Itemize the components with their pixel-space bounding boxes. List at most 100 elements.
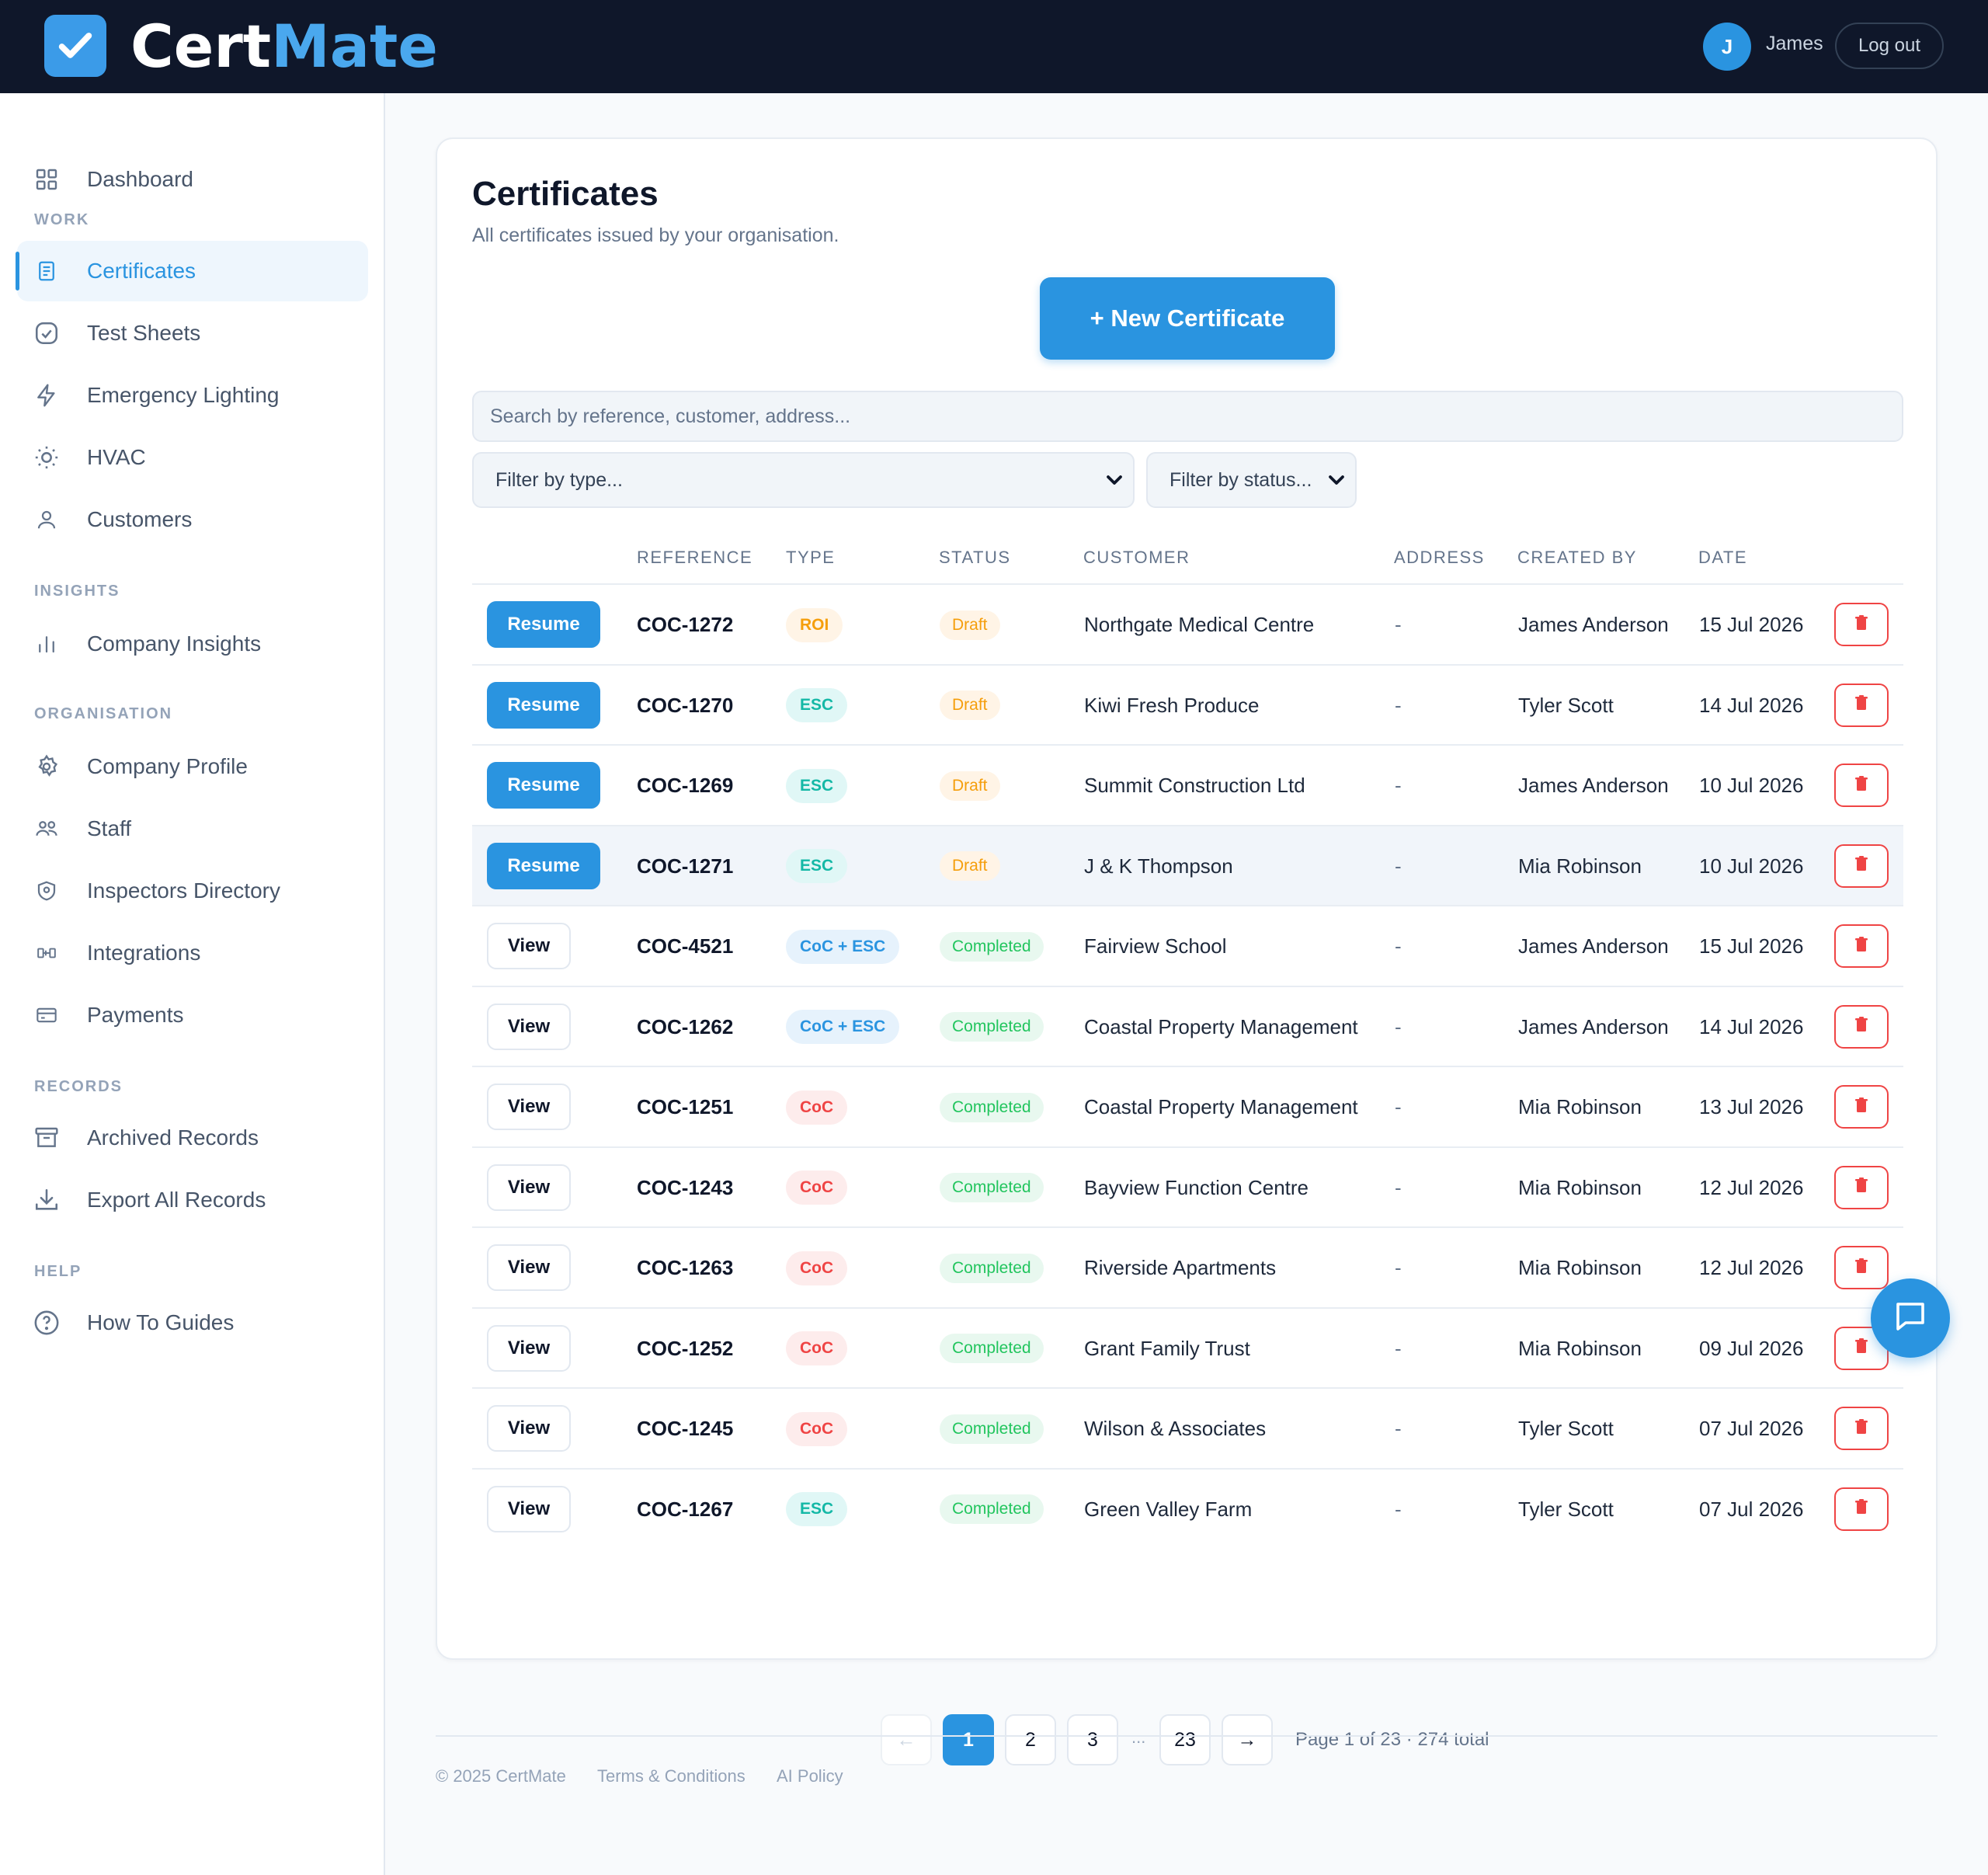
view-button[interactable]: View <box>487 1405 571 1452</box>
sidebar-item-integrations[interactable]: Integrations <box>17 923 368 983</box>
table-row[interactable]: View COC-1245 CoC Completed Wilson & Ass… <box>472 1387 1903 1467</box>
table-row[interactable]: View COC-1252 CoC Completed Grant Family… <box>472 1306 1903 1387</box>
delete-button[interactable] <box>1834 1487 1889 1531</box>
footer-terms-link[interactable]: Terms & Conditions <box>597 1766 746 1786</box>
column-header-date[interactable]: DATE <box>1698 548 1748 567</box>
sidebar-item-how-to-guides[interactable]: How To Guides <box>17 1292 368 1353</box>
sidebar-item-company-insights[interactable]: Company Insights <box>17 614 368 674</box>
column-header-address[interactable]: ADDRESS <box>1394 548 1485 567</box>
column-header-created-by[interactable]: CREATED BY <box>1517 548 1637 567</box>
avatar[interactable]: J <box>1703 23 1751 71</box>
users-icon <box>33 815 61 843</box>
delete-button[interactable] <box>1834 1246 1889 1289</box>
new-certificate-button[interactable]: + New Certificate <box>1040 277 1335 360</box>
table-row[interactable]: View COC-1243 CoC Completed Bayview Func… <box>472 1146 1903 1226</box>
pagination-page-1[interactable]: 1 <box>943 1714 994 1765</box>
sidebar-item-staff[interactable]: Staff <box>17 798 368 859</box>
column-header-type[interactable]: TYPE <box>786 548 836 567</box>
column-header-customer[interactable]: CUSTOMER <box>1083 548 1190 567</box>
view-button[interactable]: View <box>487 1244 571 1291</box>
status-badge: Draft <box>940 610 1000 640</box>
resume-button[interactable]: Resume <box>487 762 600 809</box>
pagination-page-last[interactable]: 23 <box>1159 1714 1211 1765</box>
delete-button[interactable] <box>1834 1004 1889 1049</box>
view-button[interactable]: View <box>487 1084 571 1130</box>
pagination-page-3[interactable]: 3 <box>1067 1714 1118 1765</box>
created-by-cell: James Anderson <box>1518 613 1669 636</box>
status-badge: Draft <box>940 851 1000 881</box>
pagination-prev-button[interactable]: ← <box>881 1714 932 1765</box>
chat-bubble-icon <box>1892 1298 1929 1339</box>
table-row[interactable]: View COC-1267 ESC Completed Green Valley… <box>472 1467 1903 1548</box>
reference-cell: COC-4521 <box>637 934 734 958</box>
status-badge: Completed <box>940 1092 1044 1122</box>
trash-icon <box>1855 614 1868 635</box>
table-row[interactable]: View COC-1251 CoC Completed Coastal Prop… <box>472 1066 1903 1146</box>
customer-cell: Summit Construction Ltd <box>1084 774 1305 797</box>
column-header-status[interactable]: STATUS <box>939 548 1011 567</box>
created-by-cell: Mia Robinson <box>1518 1175 1642 1199</box>
delete-button[interactable] <box>1834 924 1889 968</box>
table-row[interactable]: Resume COC-1272 ROI Draft Northgate Medi… <box>472 583 1903 663</box>
sidebar-item-archived-records[interactable]: Archived Records <box>17 1108 368 1168</box>
sidebar-item-emergency-lighting[interactable]: Emergency Lighting <box>17 365 368 426</box>
brand-name[interactable]: CertMate <box>130 9 438 84</box>
table-row[interactable]: Resume COC-1269 ESC Draft Summit Constru… <box>472 744 1903 824</box>
table-row[interactable]: Resume COC-1270 ESC Draft Kiwi Fresh Pro… <box>472 663 1903 746</box>
table-row[interactable]: View COC-1262 CoC + ESC Completed Coasta… <box>472 985 1903 1067</box>
resume-button[interactable]: Resume <box>487 842 600 889</box>
status-cell: Completed <box>940 1389 1044 1469</box>
delete-button[interactable] <box>1834 844 1889 888</box>
page-title: Certificates <box>472 175 659 213</box>
table-row[interactable]: View COC-4521 CoC + ESC Completed Fairvi… <box>472 905 1903 985</box>
type-cell: ESC <box>786 666 848 746</box>
sidebar-item-company-profile[interactable]: Company Profile <box>17 736 368 797</box>
view-button[interactable]: View <box>487 1324 571 1372</box>
sidebar-item-export-all-records[interactable]: Export All Records <box>17 1170 368 1230</box>
delete-button[interactable] <box>1834 764 1889 807</box>
view-button[interactable]: View <box>487 1164 571 1211</box>
delete-button[interactable] <box>1834 683 1889 727</box>
resume-button[interactable]: Resume <box>487 681 600 729</box>
delete-button[interactable] <box>1834 1165 1889 1209</box>
delete-button[interactable] <box>1834 1085 1889 1129</box>
brand-name-second: Mate <box>271 12 438 81</box>
footer-ai-policy-link[interactable]: AI Policy <box>777 1766 843 1786</box>
section-label-work: WORK <box>34 211 90 228</box>
archive-icon <box>33 1124 61 1152</box>
chevron-down-icon <box>1324 468 1349 498</box>
chat-button[interactable] <box>1871 1278 1950 1358</box>
sidebar-item-inspectors-directory[interactable]: Inspectors Directory <box>17 861 368 921</box>
sidebar-item-dashboard[interactable]: Dashboard <box>17 149 368 210</box>
reference-cell: COC-1252 <box>637 1336 734 1360</box>
trash-icon <box>1855 856 1868 875</box>
sidebar-item-customers[interactable]: Customers <box>17 489 368 550</box>
sidebar-item-certificates[interactable]: Certificates <box>16 241 368 301</box>
logout-button[interactable]: Log out <box>1835 23 1944 69</box>
checkmark-logo-icon[interactable] <box>44 15 106 77</box>
status-cell: Completed <box>940 987 1044 1067</box>
table-row[interactable]: View COC-1263 CoC Completed Riverside Ap… <box>472 1226 1903 1306</box>
trash-icon <box>1855 1338 1868 1358</box>
search-input[interactable]: Search by reference, customer, address..… <box>472 391 1903 442</box>
column-header-reference[interactable]: REFERENCE <box>637 548 753 567</box>
table-row[interactable]: Resume COC-1271 ESC Draft J & K Thompson… <box>472 824 1903 905</box>
resume-button[interactable]: Resume <box>487 601 600 648</box>
view-button[interactable]: View <box>487 1485 571 1532</box>
created-by-cell: James Anderson <box>1518 1014 1669 1038</box>
filter-type-select[interactable]: Filter by type... <box>472 452 1135 508</box>
user-name: James <box>1766 33 1823 54</box>
delete-button[interactable] <box>1834 603 1889 646</box>
view-button[interactable]: View <box>487 923 571 969</box>
created-by-cell: Tyler Scott <box>1518 1417 1614 1440</box>
delete-button[interactable] <box>1834 1407 1889 1450</box>
sidebar-item-hvac[interactable]: HVAC <box>17 427 368 488</box>
reference-cell: COC-1271 <box>637 854 734 878</box>
sidebar-item-test-sheets[interactable]: Test Sheets <box>17 303 368 364</box>
pagination-next-button[interactable]: → <box>1222 1714 1273 1765</box>
pagination-page-2[interactable]: 2 <box>1005 1714 1056 1765</box>
credit-card-icon <box>33 1001 61 1029</box>
filter-status-select[interactable]: Filter by status... <box>1146 452 1357 508</box>
view-button[interactable]: View <box>487 1003 571 1050</box>
sidebar-item-payments[interactable]: Payments <box>17 985 368 1045</box>
